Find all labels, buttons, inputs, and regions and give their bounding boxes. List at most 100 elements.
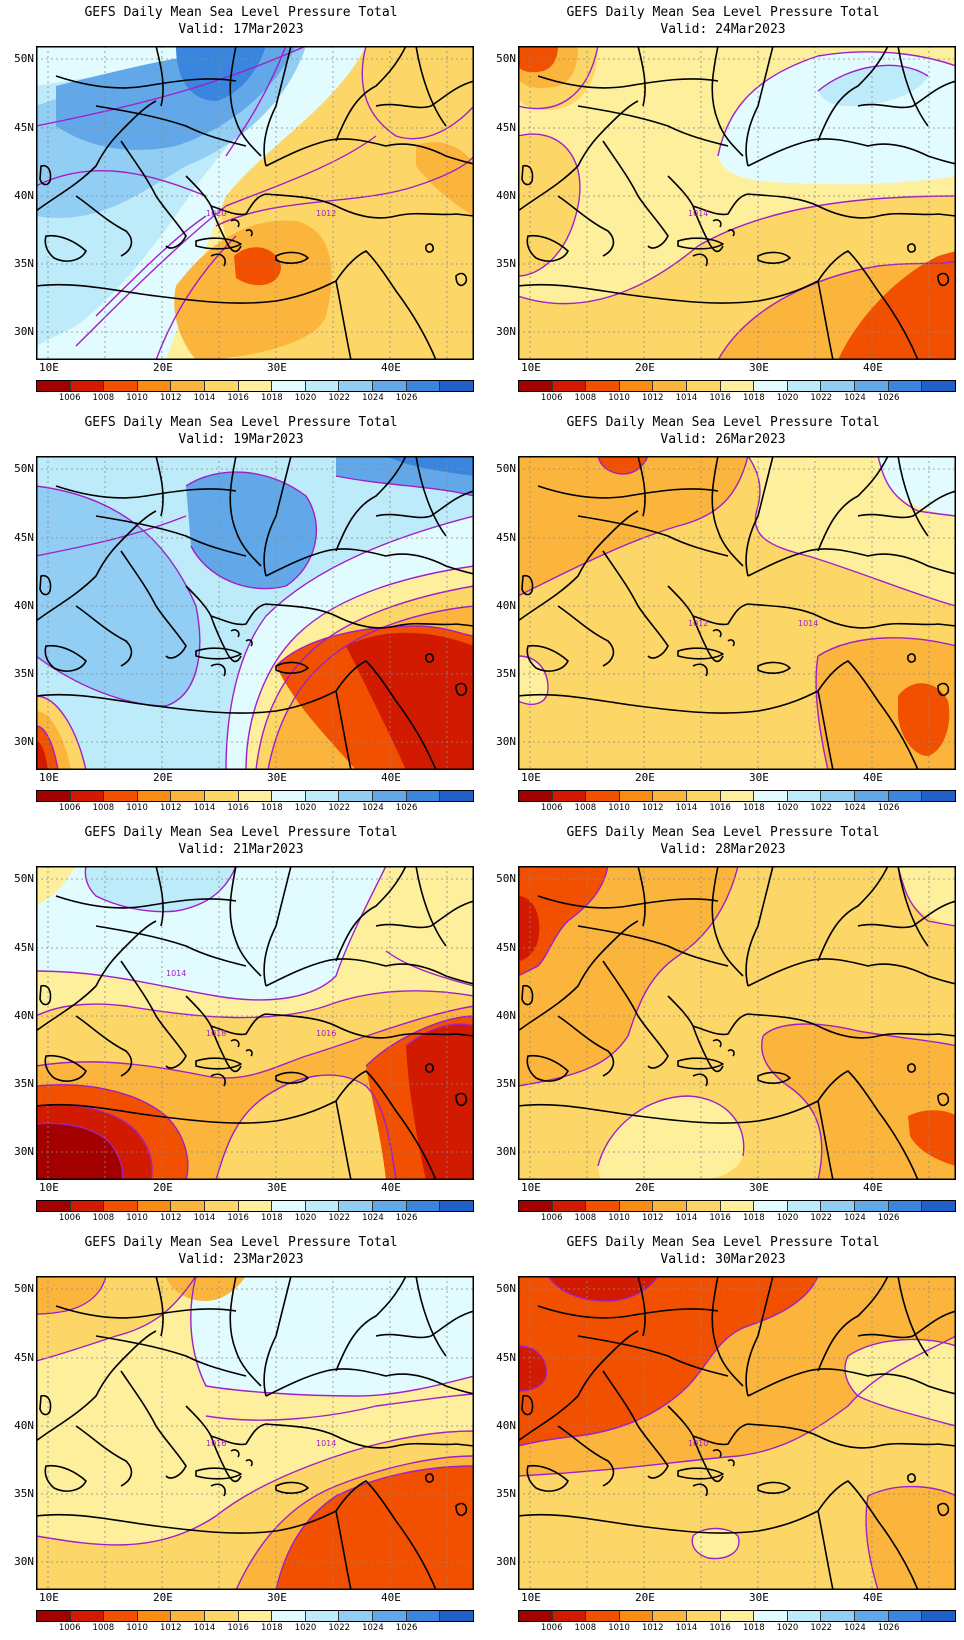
isobar-label: 1020 <box>206 209 226 218</box>
colorbar-label: 1016 <box>709 393 731 403</box>
pressure-map: 1018 1016 1014 <box>36 866 474 1180</box>
pressure-fill-region <box>818 65 928 106</box>
coastline-border <box>265 138 474 167</box>
pressure-fill-region <box>36 741 48 770</box>
isobar-contour <box>518 133 581 277</box>
coastline-border <box>711 456 744 567</box>
colorbar-swatch <box>922 1201 955 1211</box>
longitude-label: 20E <box>635 1591 655 1604</box>
coastline-border <box>275 1071 309 1084</box>
pressure-fill-region <box>406 1024 474 1180</box>
latitude-label: 45N <box>496 121 516 134</box>
colorbar-label: 1014 <box>193 393 216 403</box>
panel-valid-date: Valid: 21Mar2023 <box>178 842 304 857</box>
isobar-contour <box>95 215 207 317</box>
isobar-contour <box>717 260 956 360</box>
pressure-map <box>36 456 474 770</box>
panel-title: GEFS Daily Mean Sea Level Pressure Total <box>84 415 398 430</box>
map-panel-p5: GEFS Daily Mean Sea Level Pressure Total… <box>0 820 482 1230</box>
longitude-label: 30E <box>749 1181 769 1194</box>
isobar-contour <box>518 1276 819 1447</box>
colorbar-swatch <box>653 1611 688 1621</box>
colorbar-label: 1012 <box>159 393 182 403</box>
coastline-border <box>577 515 729 557</box>
pressure-fill-region <box>866 1486 956 1590</box>
coastline-border <box>44 1464 87 1492</box>
coastline-border <box>518 100 639 212</box>
coastline-border <box>727 229 735 237</box>
colorbar-label: 1016 <box>709 803 731 813</box>
latitude-label: 50N <box>14 462 34 475</box>
coastline-border <box>937 1092 950 1107</box>
colorbar-swatch <box>619 381 654 391</box>
colorbar-label: 1026 <box>395 1213 418 1223</box>
colorbar-swatch <box>687 1611 721 1621</box>
coastline-border <box>44 1054 87 1082</box>
isobar-contour <box>518 866 609 977</box>
coastline-border <box>637 866 646 927</box>
coastline-border <box>857 1310 956 1339</box>
colorbar-swatch <box>586 1201 620 1211</box>
coastline-border <box>210 663 226 677</box>
isobar-contour <box>518 1335 956 1477</box>
latitude-label: 50N <box>14 52 34 65</box>
colorbar-swatch <box>855 791 889 801</box>
coastline-border <box>817 1276 889 1372</box>
isobar-contour <box>36 866 387 1001</box>
coastline-border <box>692 663 708 677</box>
colorbar-label: 1010 <box>126 1623 148 1633</box>
colorbar-labels: 1006 1008 1010 1012 1014 1016 1018 1020 1022 1024… <box>36 1623 474 1635</box>
colorbar-swatch <box>305 381 340 391</box>
colorbar-label: 1014 <box>675 393 698 403</box>
coastline-border <box>44 234 87 262</box>
isobar-label: 1014 <box>316 1439 336 1448</box>
colorbar-swatch <box>653 381 688 391</box>
coastline-border <box>747 958 956 987</box>
colorbar-label: 1026 <box>395 803 418 813</box>
coastline-border <box>36 920 157 1032</box>
latitude-label: 30N <box>496 1555 516 1568</box>
colorbar-label: 1024 <box>362 1213 384 1223</box>
coastline-border <box>937 1502 950 1517</box>
colorbar-swatch <box>205 1201 239 1211</box>
coastline-border <box>857 80 956 109</box>
colorbar-swatch <box>305 1611 340 1621</box>
pressure-map-svg: 1010 <box>518 1276 956 1590</box>
colorbar <box>36 1610 474 1622</box>
colorbar-swatch <box>205 791 239 801</box>
longitude-label: 30E <box>267 1181 287 1194</box>
colorbar-swatch <box>922 381 955 391</box>
longitude-label: 30E <box>267 361 287 374</box>
pressure-map <box>518 866 956 1180</box>
pressure-fill-region <box>598 456 648 474</box>
coastline-border <box>415 1276 447 1357</box>
isobar-contour <box>36 725 59 770</box>
longitude-label: 10E <box>521 361 541 374</box>
isobar-contour <box>275 625 474 667</box>
pressure-fill-region <box>216 1075 396 1180</box>
colorbar-label: 1010 <box>608 393 630 403</box>
coastline-border <box>747 603 956 629</box>
coastline-border <box>210 193 267 216</box>
colorbar-swatch <box>238 1201 273 1211</box>
latitude-label: 50N <box>14 1282 34 1295</box>
isobar-contour <box>547 1276 659 1302</box>
colorbar-swatch <box>305 1201 340 1211</box>
colorbar-swatch <box>238 1611 273 1621</box>
coastline-border <box>335 1100 352 1180</box>
colorbar-label: 1006 <box>58 393 81 403</box>
coastline-border <box>155 1276 164 1337</box>
pressure-map-svg <box>518 866 956 1180</box>
isobar-contour <box>190 1276 474 1397</box>
pressure-fill-region <box>838 251 956 360</box>
coastline-border <box>817 1510 834 1590</box>
colorbar-swatch <box>855 1201 889 1211</box>
isobar-contour <box>275 1465 474 1590</box>
map-frame <box>36 456 474 770</box>
coastline-border <box>577 1335 729 1377</box>
panel-valid-date: Valid: 23Mar2023 <box>178 1252 304 1267</box>
colorbar-swatch <box>440 1611 473 1621</box>
coastline-border <box>692 603 749 626</box>
colorbar-label: 1022 <box>810 1213 833 1223</box>
coastline-border <box>677 647 724 660</box>
